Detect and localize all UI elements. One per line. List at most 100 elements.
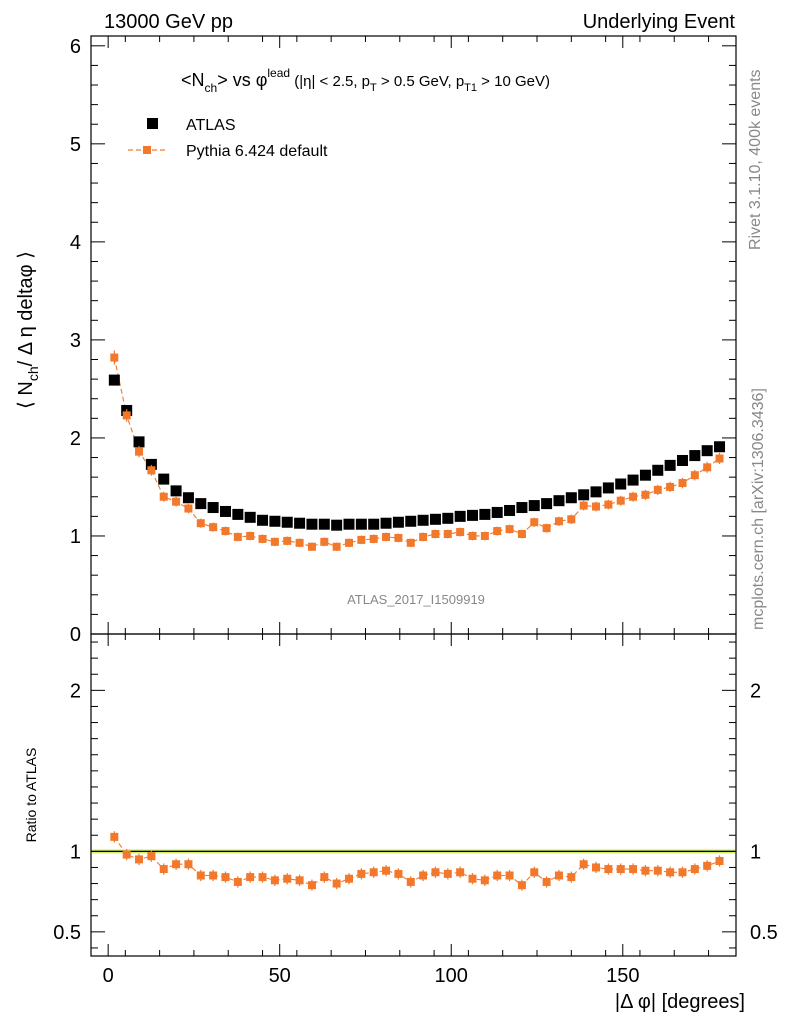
ratio-point — [690, 865, 699, 874]
ratio-point — [653, 866, 662, 875]
pythia-point — [579, 501, 588, 510]
pythia-point — [258, 534, 267, 543]
pythia-point — [419, 532, 428, 541]
atlas-point — [553, 495, 565, 507]
xlabel: |Δ φ| [degrees] — [615, 991, 745, 1013]
atlas-point — [355, 518, 367, 530]
ratio-point — [357, 869, 366, 878]
ratio-y-tick-label: 1 — [70, 841, 81, 863]
ratio-point — [579, 860, 588, 869]
header-right: Underlying Event — [583, 11, 736, 33]
ratio-point — [443, 869, 452, 878]
atlas-point — [590, 486, 602, 498]
ratio-point — [517, 881, 526, 890]
atlas-point — [491, 506, 503, 518]
atlas-point — [392, 516, 404, 528]
pythia-point — [554, 517, 563, 526]
ratio-point — [147, 852, 156, 861]
atlas-point — [528, 500, 540, 512]
atlas-point — [281, 516, 293, 528]
atlas-point — [405, 515, 417, 527]
ratio-point — [703, 861, 712, 870]
atlas-point — [380, 517, 392, 529]
ratio-point — [480, 876, 489, 885]
atlas-point — [195, 498, 207, 510]
pythia-point — [715, 454, 724, 463]
pythia-point — [493, 527, 502, 536]
atlas-point — [232, 508, 244, 520]
ratio-point — [592, 863, 601, 872]
ratio-point — [554, 871, 563, 880]
ratio-point — [159, 865, 168, 874]
ratio-point — [468, 874, 477, 883]
atlas-point — [133, 436, 145, 448]
pythia-point — [666, 482, 675, 491]
pythia-point — [690, 471, 699, 480]
ratio-point — [196, 871, 205, 880]
ratio-point — [715, 857, 724, 866]
pythia-point — [678, 479, 687, 488]
pythia-point — [357, 535, 366, 544]
ratio-point — [493, 871, 502, 880]
atlas-point — [578, 489, 590, 501]
pythia-line — [113, 357, 720, 548]
atlas-point — [565, 492, 577, 504]
pythia-point — [110, 353, 119, 362]
atlas-point — [269, 515, 281, 527]
ratio-y-tick-label-right: 1 — [750, 841, 761, 863]
rivet-label: Rivet 3.1.10, 400k events — [747, 69, 764, 250]
pythia-point — [221, 527, 230, 536]
pythia-point — [283, 536, 292, 545]
legend-pythia-label: Pythia 6.424 default — [186, 143, 328, 160]
pythia-point — [530, 518, 539, 527]
ratio-point — [246, 873, 255, 882]
ratio-point — [233, 877, 242, 886]
ratio-point — [172, 860, 181, 869]
ratio-point — [629, 865, 638, 874]
atlas-point — [429, 513, 441, 525]
pythia-point — [604, 500, 613, 509]
y-tick-label: 6 — [70, 36, 81, 58]
atlas-point — [219, 505, 231, 517]
atlas-point — [145, 458, 157, 470]
pythia-point — [369, 534, 378, 543]
atlas-point — [602, 482, 614, 494]
atlas-point — [639, 469, 651, 481]
pythia-point — [332, 542, 341, 551]
legend: ATLAS Pythia 6.424 default — [128, 117, 328, 160]
ratio-point — [394, 869, 403, 878]
pythia-point — [196, 519, 205, 528]
atlas-point — [676, 454, 688, 466]
header-left: 13000 GeV pp — [104, 11, 233, 33]
atlas-point — [652, 464, 664, 476]
atlas-point — [479, 508, 491, 520]
pythia-point — [246, 531, 255, 540]
y-tick-label: 4 — [70, 232, 81, 254]
ratio-point — [456, 868, 465, 877]
atlas-point — [108, 374, 120, 386]
ratio-point — [406, 877, 415, 886]
y-tick-label: 1 — [70, 526, 81, 548]
atlas-point — [343, 518, 355, 530]
pythia-point — [616, 496, 625, 505]
atlas-point — [368, 518, 380, 530]
x-tick-label: 0 — [103, 965, 114, 987]
pythia-point — [480, 531, 489, 540]
pythia-point — [703, 463, 712, 472]
atlas-point — [244, 511, 256, 523]
ratio-point — [258, 873, 267, 882]
legend-atlas-label: ATLAS — [186, 117, 236, 134]
x-tick-label: 150 — [606, 965, 639, 987]
mcplots-label: mcplots.cern.ch [arXiv:1306.3436] — [750, 388, 767, 630]
pythia-point — [122, 411, 131, 420]
atlas-point — [504, 504, 516, 516]
atlas-point — [182, 492, 194, 504]
ratio-point — [307, 881, 316, 890]
pythia-point — [629, 492, 638, 501]
pythia-point — [592, 502, 601, 511]
ratio-pythia-line — [113, 836, 720, 886]
atlas-point — [516, 502, 528, 514]
pythia-point — [147, 466, 156, 475]
atlas-point — [627, 474, 639, 486]
